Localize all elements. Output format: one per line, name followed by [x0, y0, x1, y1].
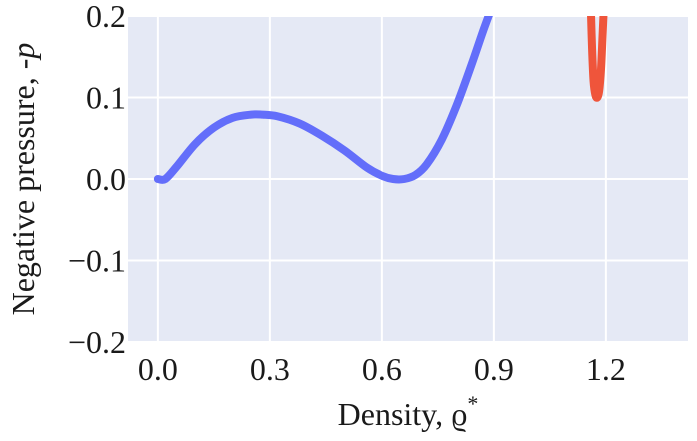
series-line-0 — [153, 16, 493, 184]
y-tick-label: 0.1 — [86, 80, 126, 116]
x-tick-label: 0.0 — [138, 351, 178, 387]
x-axis-label: Density, ϱ* — [338, 391, 479, 432]
y-tick-label: 0.0 — [86, 161, 126, 197]
y-tick-label: −0.2 — [68, 324, 126, 360]
plot-area — [153, 16, 608, 184]
x-tick-label: 0.3 — [250, 351, 290, 387]
y-tick-label: 0.2 — [86, 0, 126, 34]
x-tick-labels: 0.0 0.3 0.6 0.9 1.2 — [138, 351, 626, 387]
y-tick-labels: −0.2 −0.1 0.0 0.1 0.2 — [68, 0, 126, 360]
y-axis-label: Negative pressure, -p — [5, 43, 41, 316]
x-tick-label: 0.9 — [474, 351, 514, 387]
y-tick-label: −0.1 — [68, 243, 126, 279]
x-tick-label: 1.2 — [586, 351, 626, 387]
series-line-1 — [587, 16, 608, 102]
x-tick-label: 0.6 — [362, 351, 402, 387]
